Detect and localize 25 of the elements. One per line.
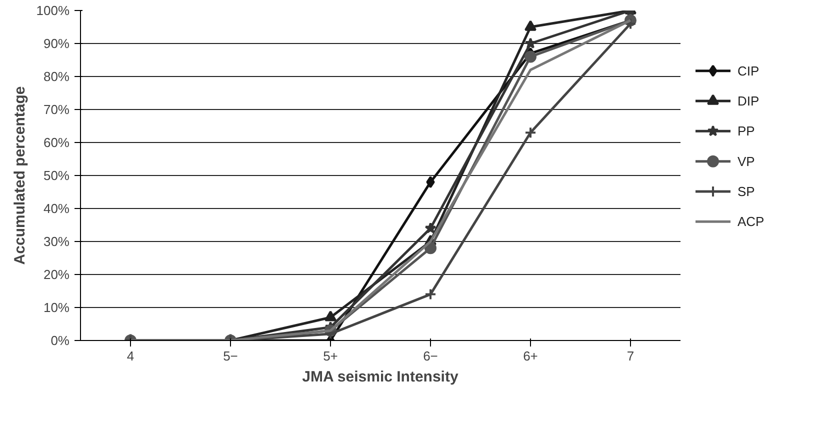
x-tick-label: 6+	[523, 348, 538, 364]
x-tick-label: 7	[626, 348, 634, 364]
y-tick-label: 10%	[43, 300, 70, 315]
legend-label: ACP	[738, 214, 764, 230]
legend-label: DIP	[738, 94, 760, 108]
y-tick-label: 90%	[43, 36, 70, 51]
y-tick-label: 20%	[43, 267, 70, 282]
y-tick-label: 0%	[50, 333, 70, 348]
x-tick-label: 4	[126, 348, 134, 364]
y-tick-label: 30%	[43, 234, 70, 249]
legend-label: PP	[738, 124, 755, 139]
y-tick-label: 80%	[43, 69, 70, 84]
legend-label: CIP	[738, 63, 760, 78]
y-tick-label: 40%	[43, 201, 70, 216]
legend-label: VP	[738, 154, 755, 169]
y-tick-label: 60%	[43, 135, 70, 150]
x-tick-label: 5+	[323, 348, 338, 364]
x-tick-label: 6−	[423, 348, 438, 364]
y-axis-title: Accumulated percentage	[11, 86, 28, 265]
y-tick-label: 70%	[43, 102, 70, 117]
x-tick-label: 5−	[223, 348, 238, 364]
y-tick-label: 100%	[36, 3, 70, 18]
x-axis-title: JMA seismic Intensity	[302, 368, 459, 386]
y-tick-label: 50%	[43, 168, 70, 183]
legend-label: SP	[738, 184, 755, 199]
